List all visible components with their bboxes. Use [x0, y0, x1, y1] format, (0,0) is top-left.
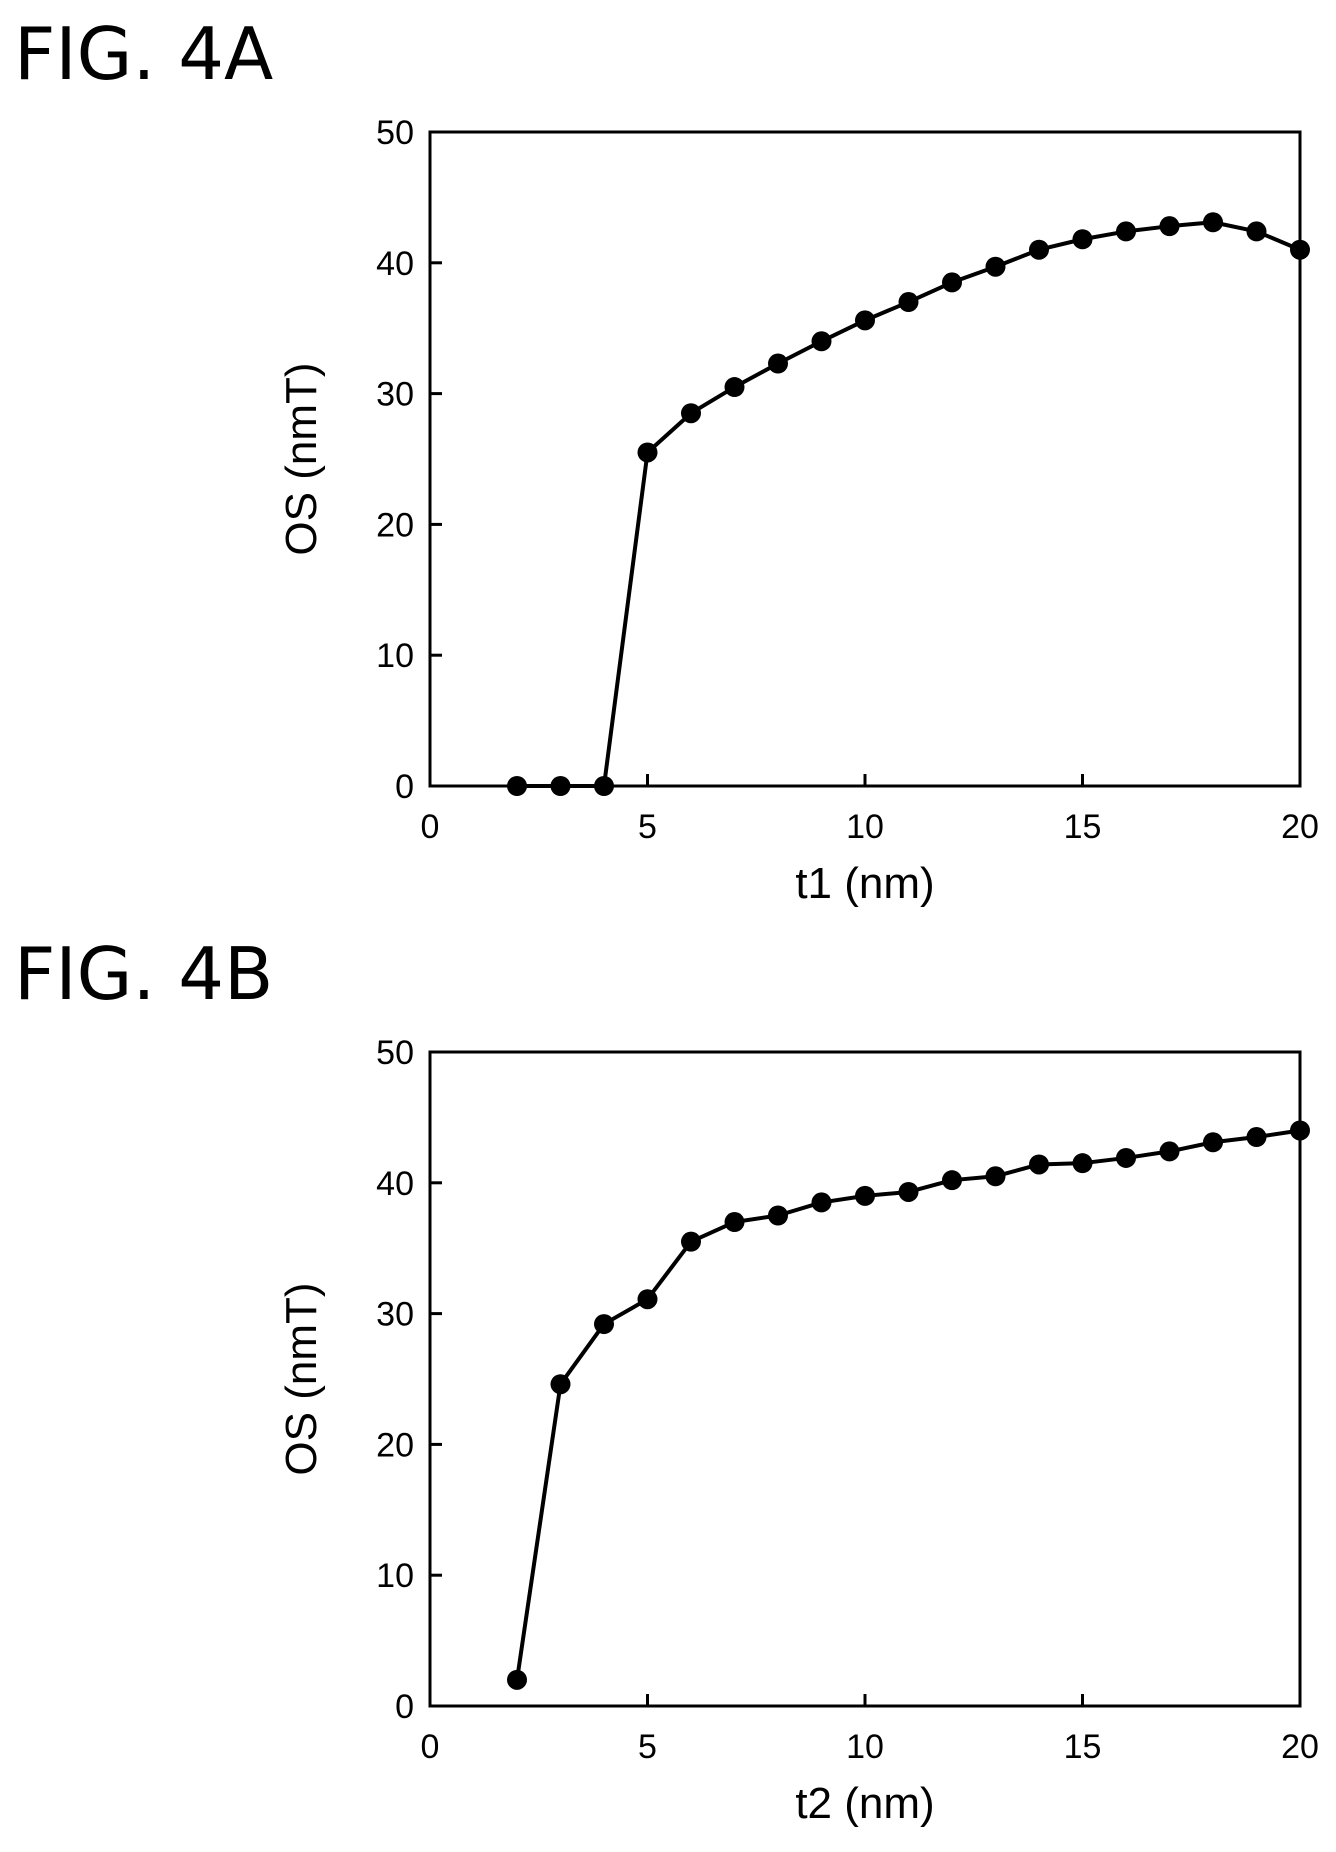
- data-point: [550, 776, 571, 796]
- y-tick-label: 10: [376, 637, 414, 675]
- x-tick-label: 15: [1064, 1728, 1102, 1766]
- data-point: [811, 1192, 832, 1213]
- x-tick-label: 10: [846, 808, 884, 846]
- y-tick-label: 40: [376, 245, 414, 283]
- data-point: [1290, 1120, 1310, 1141]
- figure-4b-label: FIG. 4B: [14, 932, 274, 1016]
- data-point: [1203, 1132, 1223, 1153]
- data-point: [768, 353, 788, 374]
- data-point: [724, 377, 745, 398]
- y-tick-label: 50: [376, 1034, 414, 1072]
- data-point: [637, 1289, 658, 1310]
- y-tick-label: 20: [376, 506, 414, 544]
- data-point: [1246, 221, 1267, 242]
- data-point: [681, 403, 701, 424]
- data-point: [942, 1170, 962, 1191]
- y-tick-label: 50: [376, 114, 414, 152]
- data-point: [594, 776, 614, 796]
- data-point: [594, 1314, 614, 1335]
- data-point: [1159, 1141, 1180, 1162]
- x-tick-label: 20: [1281, 808, 1319, 846]
- data-point: [898, 1181, 919, 1202]
- chart-4a: 0 10 20 30 40 50 0 5 10 15 20 t1 (nm) OS (nmT): [277, 114, 1319, 908]
- x-tick-label: 10: [846, 1728, 884, 1766]
- data-point: [637, 442, 658, 463]
- y-tick-label: 20: [376, 1426, 414, 1464]
- data-point: [550, 1374, 571, 1395]
- data-point: [942, 272, 962, 293]
- data-point: [1072, 229, 1093, 250]
- data-point: [724, 1212, 745, 1233]
- data-point: [855, 1185, 875, 1206]
- data-point: [898, 292, 919, 313]
- data-point: [985, 256, 1006, 277]
- data-point: [1246, 1127, 1267, 1148]
- figure-4a-label: FIG. 4A: [14, 12, 274, 96]
- x-tick-label: 5: [638, 1728, 657, 1766]
- data-point: [855, 310, 875, 331]
- data-point: [1203, 212, 1223, 233]
- x-tick-label: 5: [638, 808, 657, 846]
- y-tick-label: 30: [376, 1296, 414, 1334]
- data-point: [1116, 1147, 1136, 1168]
- x-tick-label: 20: [1281, 1728, 1319, 1766]
- y-tick-label: 0: [395, 768, 414, 806]
- x-tick-label: 15: [1064, 808, 1102, 846]
- y-tick-label: 30: [376, 376, 414, 414]
- data-point: [507, 1669, 527, 1690]
- data-point: [811, 331, 832, 352]
- data-point: [1290, 239, 1310, 260]
- x-tick-label: 0: [421, 1728, 440, 1766]
- x-axis-label: t1 (nm): [795, 859, 934, 908]
- y-tick-label: 0: [395, 1688, 414, 1726]
- y-tick-label: 10: [376, 1557, 414, 1595]
- y-axis-label: OS (nmT): [277, 1282, 326, 1475]
- data-point: [768, 1205, 788, 1226]
- data-point: [1072, 1153, 1093, 1174]
- data-point: [507, 776, 527, 796]
- data-point: [1029, 1154, 1049, 1175]
- series-line: [515, 1128, 1301, 1681]
- y-tick-label: 40: [376, 1165, 414, 1203]
- x-tick-label: 0: [421, 808, 440, 846]
- data-point: [681, 1231, 701, 1252]
- data-point: [1116, 221, 1136, 242]
- chart-4b: 0 10 20 30 40 50 0 5 10 15 20 t2 (nm) OS (nmT): [277, 1034, 1319, 1828]
- y-axis-label: OS (nmT): [277, 362, 326, 555]
- data-point: [985, 1166, 1006, 1187]
- x-axis-label: t2 (nm): [795, 1779, 934, 1828]
- data-point: [1029, 239, 1049, 260]
- data-point: [1159, 216, 1180, 237]
